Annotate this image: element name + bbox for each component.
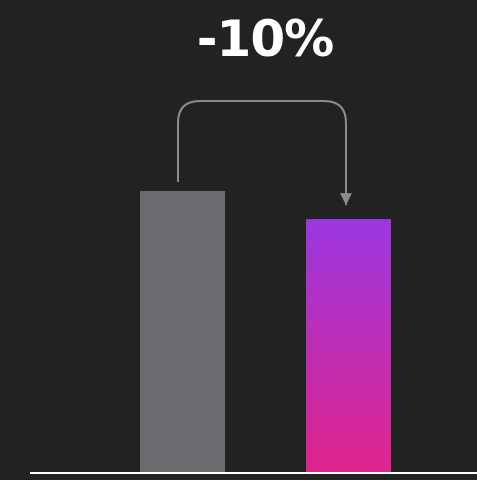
bar-1 (140, 191, 225, 472)
bar-2 (306, 219, 391, 472)
change-arrow (177, 100, 352, 206)
percent-change-label: -10% (196, 10, 334, 68)
bars-group (140, 191, 391, 472)
